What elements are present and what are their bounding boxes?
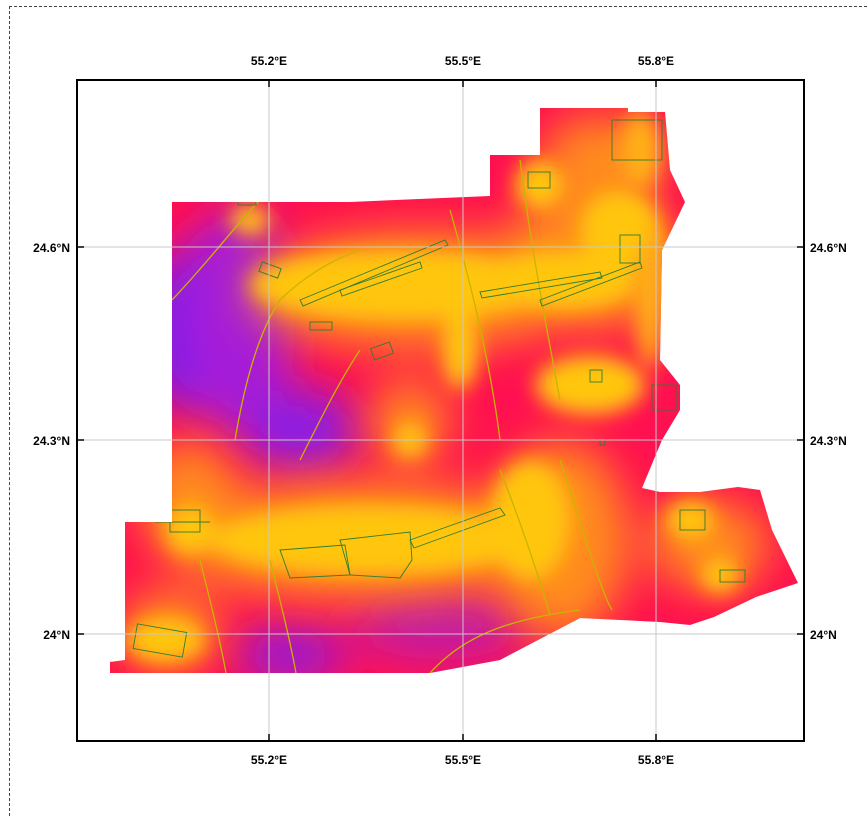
lon-label-top-55-5: 55.5°E — [445, 54, 481, 68]
road-lines — [171, 159, 613, 673]
lon-label-bottom-55-2: 55.2°E — [251, 753, 287, 767]
lat-label-left-24-6: 24.6°N — [33, 241, 70, 255]
map-frame — [76, 79, 805, 742]
heat-field — [110, 108, 798, 673]
rim-hotspots — [620, 110, 665, 370]
page-frame — [9, 6, 868, 816]
lon-label-top-55-8: 55.8°E — [638, 54, 674, 68]
frame-ticks — [77, 80, 804, 741]
lat-label-left-24-0: 24°N — [43, 628, 70, 642]
lat-label-right-24-3: 24.3°N — [810, 434, 847, 448]
lon-label-bottom-55-8: 55.8°E — [638, 753, 674, 767]
built-up-outlines — [132, 119, 746, 658]
lon-label-bottom-55-5: 55.5°E — [445, 753, 481, 767]
lat-label-right-24-0: 24°N — [810, 628, 837, 642]
lat-label-right-24-6: 24.6°N — [810, 241, 847, 255]
lat-label-left-24-3: 24.3°N — [33, 434, 70, 448]
lon-label-top-55-2: 55.2°E — [251, 54, 287, 68]
graticule — [77, 80, 804, 741]
